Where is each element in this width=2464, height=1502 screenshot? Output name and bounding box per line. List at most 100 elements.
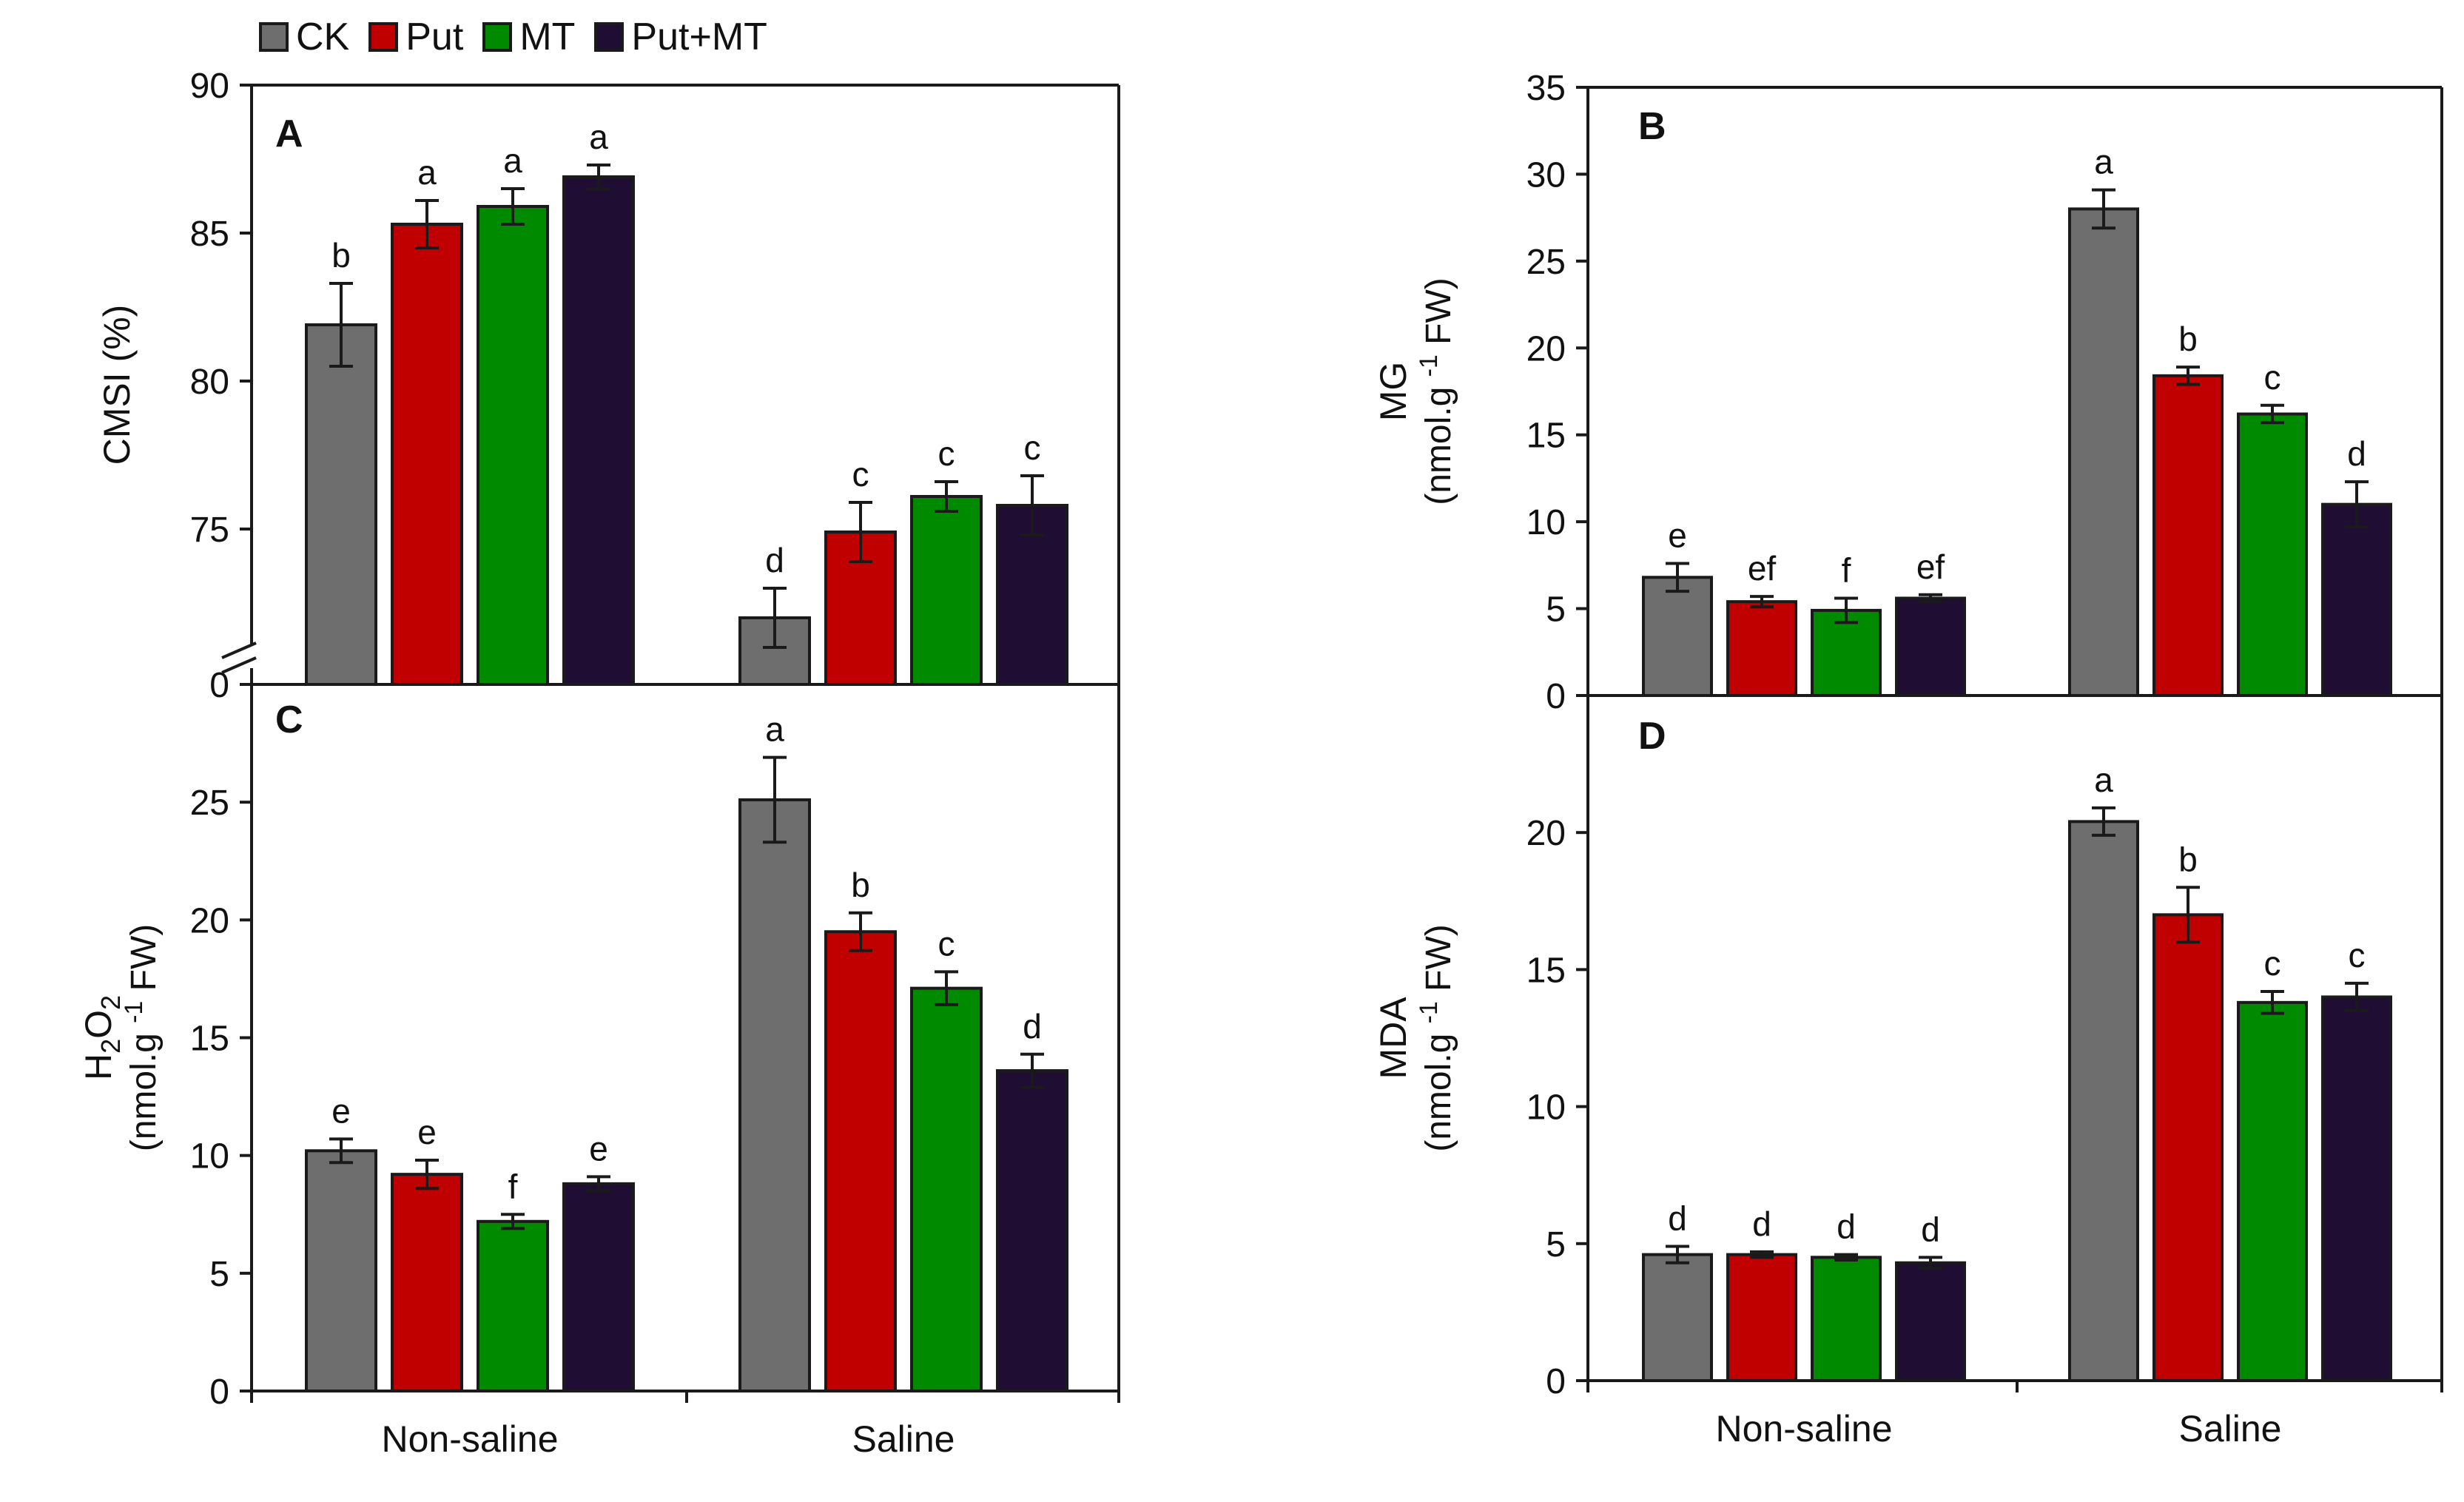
- y-axis-unit-part: -1: [120, 1001, 148, 1023]
- y-axis-unit-part: (nmol.g: [124, 1023, 164, 1151]
- bar: [305, 1149, 377, 1393]
- legend-swatch: [482, 22, 513, 52]
- legend-item-mt: MT: [482, 15, 575, 59]
- chart-panel-b: 0 5 10 15 20 25 30 35 B MG (nmol.g -1 FW) e a ef b f c ef…: [1373, 69, 2443, 716]
- significance-letter: d: [1921, 1210, 1940, 1248]
- y-axis-unit-part: -1: [1415, 1001, 1443, 1023]
- y-axis-label: MDA: [1373, 997, 1414, 1080]
- legend-item-put-mt: Put+MT: [594, 15, 767, 59]
- significance-letter: d: [1668, 1199, 1687, 1238]
- bar: [1895, 1261, 1966, 1383]
- significance-letter: ef: [1916, 548, 1945, 586]
- significance-letter: c: [2264, 944, 2281, 983]
- y-axis-unit-part: (nmol.g: [1419, 1023, 1458, 1151]
- y-axis-label-part: H: [78, 1054, 119, 1080]
- bar: [738, 798, 811, 1392]
- y-axis-unit-part: (nmol.g: [1419, 377, 1458, 505]
- bar: [1895, 596, 1966, 697]
- legend-label: Put: [405, 16, 464, 58]
- y-tick-label: 80: [190, 363, 229, 402]
- bar: [305, 323, 377, 686]
- y-tick-label: 15: [190, 1020, 229, 1059]
- bar: [2152, 913, 2224, 1382]
- significance-letter: f: [1842, 550, 1851, 589]
- bar: [391, 223, 463, 686]
- y-tick-label: 10: [1526, 1088, 1566, 1128]
- significance-letter: d: [1837, 1208, 1856, 1246]
- bar: [1811, 1256, 1882, 1382]
- y-tick-label: 25: [1526, 243, 1566, 282]
- y-tick-label: 15: [1526, 951, 1566, 990]
- significance-letter: b: [331, 236, 351, 275]
- y-tick-label: 5: [1546, 590, 1566, 630]
- bar: [562, 1182, 635, 1393]
- bar: [1642, 1253, 1713, 1382]
- y-tick-label: 0: [209, 1373, 229, 1412]
- significance-letter: a: [2094, 761, 2113, 799]
- axis-break-mark: [221, 641, 257, 659]
- y-axis-label: H2O2: [78, 995, 126, 1080]
- panel-label: C: [275, 698, 303, 741]
- y-axis-unit: (nmol.g -1 FW): [1415, 277, 1458, 505]
- bar: [2237, 1000, 2308, 1383]
- bar: [477, 1219, 549, 1393]
- legend-label: Put+MT: [631, 16, 767, 58]
- y-tick-label: 20: [1526, 329, 1566, 368]
- x-tick-label: Non-saline: [381, 1418, 558, 1460]
- significance-letter: d: [1023, 1007, 1042, 1045]
- y-axis-label-part: 2: [95, 1039, 126, 1054]
- legend-item-put: Put: [368, 15, 463, 59]
- bar: [391, 1173, 463, 1392]
- significance-letter: c: [2264, 358, 2281, 397]
- y-tick-label: 25: [190, 784, 229, 823]
- significance-letter: c: [938, 924, 955, 963]
- legend-swatch: [368, 22, 399, 52]
- significance-letter: e: [1668, 516, 1687, 555]
- significance-letter: e: [331, 1091, 351, 1130]
- significance-letter: d: [765, 541, 784, 579]
- bar: [2321, 502, 2392, 698]
- y-tick-label: 5: [209, 1255, 229, 1294]
- significance-letter: a: [589, 118, 608, 156]
- chart-panel-a: 0 75 80 85 90 A CMSI (%) b d a c a c a c: [96, 67, 1120, 705]
- bar: [2068, 820, 2139, 1383]
- panel-label: B: [1638, 105, 1666, 148]
- significance-letter: e: [417, 1113, 437, 1151]
- y-axis-unit-part: FW): [1419, 277, 1458, 354]
- significance-letter: ef: [1748, 549, 1777, 587]
- significance-letter: c: [2349, 936, 2366, 974]
- y-axis-unit-part: -1: [1415, 354, 1443, 377]
- legend-swatch: [594, 22, 625, 52]
- bar: [2321, 995, 2392, 1382]
- panel-label: D: [1638, 715, 1666, 758]
- significance-letter: b: [851, 866, 870, 904]
- significance-letter: a: [765, 710, 784, 749]
- x-tick-label: Non-saline: [1715, 1408, 1892, 1449]
- y-tick-label: 30: [1526, 155, 1566, 195]
- y-tick-label: 85: [190, 215, 229, 254]
- bar: [1726, 1253, 1797, 1382]
- legend-label: MT: [519, 16, 576, 58]
- significance-letter: a: [503, 141, 522, 180]
- significance-letter: c: [1024, 428, 1041, 467]
- y-axis-label: CMSI (%): [96, 305, 138, 465]
- y-tick-label: 0: [209, 666, 229, 705]
- y-tick-label: 0: [1546, 677, 1566, 716]
- bar: [477, 205, 549, 686]
- legend-swatch: [259, 22, 289, 52]
- y-axis-label: MG: [1373, 362, 1414, 422]
- panel-label: A: [275, 112, 303, 155]
- y-tick-label: 5: [1546, 1225, 1566, 1264]
- y-tick-label: 0: [1546, 1362, 1566, 1401]
- bar: [1726, 600, 1797, 697]
- y-axis-unit: (nmol.g -1 FW): [120, 924, 164, 1152]
- x-tick-label: Saline: [852, 1418, 955, 1460]
- y-tick-label: 90: [190, 67, 229, 106]
- axis-break-mark: [221, 656, 257, 674]
- y-tick-label: 20: [1526, 814, 1566, 853]
- bar: [824, 930, 897, 1392]
- significance-letter: c: [852, 455, 869, 494]
- significance-letter: f: [508, 1167, 518, 1205]
